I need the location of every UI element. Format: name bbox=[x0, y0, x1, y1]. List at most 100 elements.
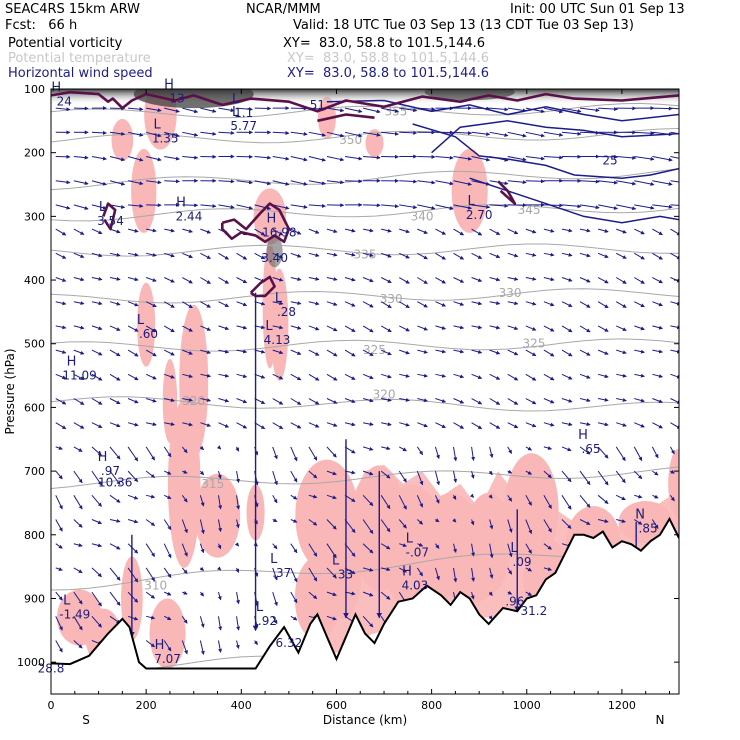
wind-arrow bbox=[561, 519, 572, 529]
wind-arrow bbox=[561, 373, 573, 380]
wind-arrow bbox=[91, 252, 103, 258]
extremum-marker: L bbox=[406, 532, 414, 547]
wind-arrow bbox=[489, 131, 509, 137]
wind-arrow bbox=[489, 277, 501, 282]
wind-arrow bbox=[290, 131, 308, 136]
wind-arrow bbox=[55, 325, 67, 330]
wind-arrow bbox=[362, 470, 374, 476]
wind-arrow bbox=[217, 495, 223, 510]
pv-blob bbox=[253, 188, 287, 245]
wind-arrow bbox=[236, 204, 253, 210]
wind-arrow bbox=[326, 422, 338, 427]
wind-arrow bbox=[217, 543, 222, 550]
wind-arrow bbox=[344, 398, 356, 403]
wind-arrow bbox=[580, 179, 600, 184]
wind-arrow bbox=[73, 591, 83, 605]
wind-arrow bbox=[91, 422, 103, 428]
wind-arrow bbox=[109, 422, 121, 428]
wind-arrow bbox=[598, 154, 619, 159]
wind-arrow bbox=[181, 640, 188, 655]
wind-arrow bbox=[127, 131, 144, 137]
wind-arrow bbox=[543, 398, 555, 404]
extremum-value: 13 bbox=[169, 92, 184, 106]
wind-arrow bbox=[308, 156, 326, 162]
wind-arrow bbox=[308, 398, 320, 405]
wind-arrow bbox=[218, 349, 230, 354]
extremum-marker: N bbox=[635, 507, 645, 522]
wind-arrow bbox=[146, 422, 157, 427]
wind-arrow bbox=[344, 277, 356, 282]
wind-arrow bbox=[91, 130, 107, 135]
wind-arrow bbox=[164, 277, 175, 283]
wind-arrow bbox=[579, 252, 591, 258]
extremum-value: .85 bbox=[639, 521, 658, 535]
wind-arrow bbox=[561, 470, 572, 483]
wind-arrow bbox=[543, 155, 564, 160]
wind-arrow bbox=[598, 180, 619, 185]
extremum-marker: L bbox=[137, 313, 145, 328]
wind-arrow bbox=[182, 325, 193, 332]
extremum-marker: H bbox=[266, 211, 276, 226]
wind-arrow bbox=[146, 131, 162, 138]
wind-arrow bbox=[362, 373, 374, 380]
wind-arrow bbox=[416, 470, 424, 486]
wind-arrow bbox=[236, 252, 248, 260]
wind-arrow bbox=[381, 422, 392, 427]
wind-arrow bbox=[164, 349, 175, 356]
wind-arrow bbox=[399, 446, 407, 452]
wind-arrow bbox=[55, 180, 71, 185]
wind-arrow bbox=[55, 543, 63, 549]
wind-arrow bbox=[109, 156, 126, 162]
extremum-value: -.07 bbox=[406, 546, 429, 560]
wind-arrow bbox=[163, 301, 175, 308]
wind-arrow bbox=[561, 495, 572, 510]
wind-arrow bbox=[272, 398, 284, 405]
wind-arrow bbox=[308, 470, 318, 479]
wind-arrow bbox=[127, 446, 139, 462]
theta-line bbox=[51, 338, 679, 352]
wind-arrow bbox=[471, 131, 491, 137]
extremum-marker: L bbox=[63, 593, 71, 608]
wind-arrow bbox=[399, 130, 418, 135]
wind-arrow bbox=[488, 494, 493, 499]
wind-arrow bbox=[199, 445, 205, 451]
wind-arrow bbox=[73, 252, 85, 258]
wind-arrow bbox=[308, 494, 318, 499]
wind-arrow bbox=[326, 107, 345, 113]
wind-arrow bbox=[362, 591, 374, 597]
wind-arrow bbox=[598, 422, 609, 427]
theta-line bbox=[51, 396, 679, 412]
wind-arrow bbox=[489, 446, 494, 459]
wind-arrow bbox=[362, 349, 374, 357]
wind-arrow bbox=[145, 277, 157, 282]
extremum-value: .33 bbox=[334, 567, 353, 581]
wind-arrow bbox=[380, 519, 391, 533]
plot-frame bbox=[50, 88, 680, 695]
wind-arrow bbox=[597, 301, 609, 309]
wind-arrow bbox=[634, 228, 645, 235]
wind-arrow bbox=[489, 567, 494, 579]
wind-arrow bbox=[109, 131, 126, 136]
wind-arrow bbox=[543, 107, 564, 114]
wind-arrow bbox=[55, 252, 67, 259]
wind-arrow bbox=[163, 325, 175, 333]
wind-arrow bbox=[272, 373, 284, 380]
wind-arrow bbox=[597, 325, 609, 332]
wind-arrow bbox=[417, 252, 428, 260]
wind-arrow bbox=[326, 567, 337, 579]
wind-arrow bbox=[634, 301, 645, 308]
extremum-marker: L bbox=[154, 118, 162, 133]
wind-arrow bbox=[326, 519, 337, 530]
wind-arrow bbox=[616, 204, 637, 211]
wind-arrow bbox=[127, 373, 139, 381]
wind-arrow bbox=[272, 616, 278, 625]
wind-arrow bbox=[435, 373, 447, 378]
wind-arrow bbox=[218, 130, 235, 135]
wind-arrow bbox=[398, 519, 407, 529]
wind-arrow bbox=[398, 470, 407, 483]
wind-arrow bbox=[652, 325, 664, 330]
wind-arrow bbox=[362, 325, 374, 333]
wind-arrow bbox=[507, 156, 527, 162]
wind-arrow bbox=[200, 131, 217, 136]
wind-arrow bbox=[579, 107, 600, 113]
